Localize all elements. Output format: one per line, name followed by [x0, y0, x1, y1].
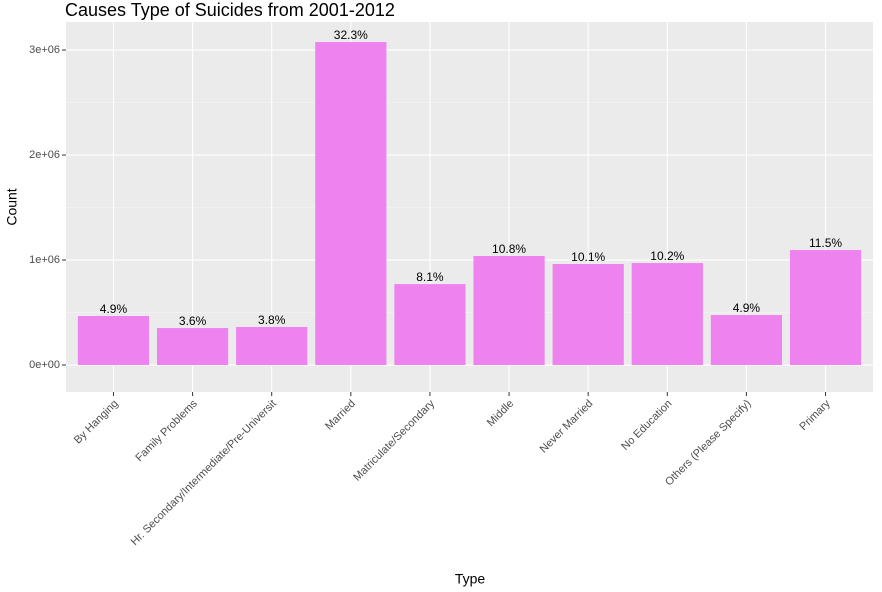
- x-tick-label: Never Married: [538, 398, 596, 456]
- bar: [552, 264, 624, 366]
- bar-label: 10.2%: [650, 249, 684, 263]
- y-tick-label: 0e+00: [29, 359, 60, 371]
- bar: [710, 315, 783, 366]
- y-tick-label: 2e+06: [29, 149, 60, 161]
- y-axis-title: Count: [4, 188, 20, 225]
- x-tick-label: Others (Please Specify): [663, 398, 754, 489]
- x-tick-label: No Education: [619, 398, 674, 453]
- bar-label: 32.3%: [334, 28, 368, 42]
- bar: [315, 42, 387, 366]
- bar: [631, 263, 703, 366]
- x-tick-label: Middle: [485, 398, 516, 429]
- chart-title: Causes Type of Suicides from 2001-2012: [65, 0, 395, 20]
- x-axis-title: Type: [455, 571, 486, 587]
- bar-label: 11.5%: [809, 236, 842, 250]
- bar-label: 3.6%: [179, 314, 207, 328]
- bar-label: 8.1%: [416, 270, 444, 284]
- bar-label: 10.1%: [571, 250, 605, 264]
- bar-label: 4.9%: [100, 302, 128, 316]
- y-tick-label: 3e+06: [29, 44, 60, 56]
- bar-label: 4.9%: [733, 301, 761, 315]
- x-tick-label: Matriculate/Secondary: [351, 397, 437, 483]
- bar: [156, 328, 229, 366]
- bar: [394, 284, 466, 366]
- bar: [473, 256, 545, 366]
- x-tick-label: Hr. Secondary/Intermediate/Pre-Universit: [129, 398, 279, 548]
- x-tick-label: By Hanging: [72, 398, 121, 447]
- x-tick-label: Primary: [797, 397, 833, 433]
- x-tick-label: Married: [323, 398, 358, 433]
- bar: [77, 315, 150, 366]
- y-tick-label: 1e+06: [29, 254, 60, 266]
- bar-label: 10.8%: [492, 242, 526, 256]
- bar: [789, 250, 862, 366]
- bar: [236, 327, 308, 366]
- bar-label: 3.8%: [258, 313, 286, 327]
- x-tick-label: Family Problems: [133, 397, 200, 464]
